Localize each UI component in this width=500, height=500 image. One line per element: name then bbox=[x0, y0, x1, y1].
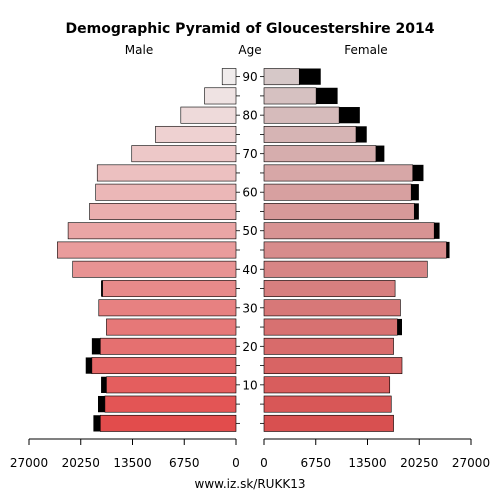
male-bar-15-19 bbox=[91, 357, 237, 375]
male-label: Male bbox=[125, 43, 153, 57]
age-tick-label: 50 bbox=[242, 224, 257, 238]
age-tick-label: 40 bbox=[242, 263, 257, 277]
male-bar-20-24 bbox=[100, 337, 237, 355]
x-tick-label-right: 13500 bbox=[348, 456, 386, 470]
x-tick-label-left: 20250 bbox=[62, 456, 100, 470]
male-bar-10-14 bbox=[106, 376, 237, 394]
age-tick-label: 20 bbox=[242, 340, 257, 354]
female-bar-dark-25-29 bbox=[397, 318, 402, 336]
female-bar-15-19 bbox=[263, 357, 403, 375]
male-bar-55-59 bbox=[89, 203, 237, 220]
female-bar-dark-45-49 bbox=[446, 241, 450, 259]
x-tick-label-left: 27000 bbox=[10, 456, 48, 470]
female-bar-35-39 bbox=[263, 280, 396, 297]
female-bar-dark-60-64 bbox=[411, 184, 419, 201]
male-bar-dark-0-4 bbox=[93, 415, 101, 432]
female-bar-80-84 bbox=[263, 106, 340, 124]
male-bar-dark-15-19 bbox=[85, 357, 92, 374]
female-bar-65-69 bbox=[263, 164, 414, 182]
male-bar-45-49 bbox=[57, 241, 237, 259]
female-bar-dark-50-54 bbox=[434, 222, 440, 239]
female-bar-dark-70-74 bbox=[375, 145, 385, 162]
female-bar-dark-65-69 bbox=[412, 164, 424, 182]
age-label: Age bbox=[238, 43, 261, 57]
x-tick-label-left: 6750 bbox=[169, 456, 200, 470]
x-tick-label-right: 0 bbox=[260, 456, 268, 470]
male-bar-0-4 bbox=[100, 414, 237, 432]
male-bar-30-34 bbox=[98, 299, 237, 317]
female-bar-10-14 bbox=[263, 376, 391, 394]
male-bar-85-89 bbox=[204, 87, 237, 105]
x-tick-label-right: 27000 bbox=[452, 456, 490, 470]
male-bar-dark-10-14 bbox=[101, 376, 107, 393]
male-bar-80-84 bbox=[180, 106, 237, 124]
x-axis-ticks: 0 0 6750 6750 13500 13500 20250 20250 27000 27000 bbox=[10, 439, 490, 470]
male-bar-5-9 bbox=[104, 395, 237, 413]
age-tick-label: 10 bbox=[242, 378, 257, 392]
female-bar-dark-80-84 bbox=[339, 107, 360, 124]
male-bar-50-54 bbox=[67, 222, 237, 240]
age-tick-label: 30 bbox=[242, 301, 257, 315]
female-bar-dark-55-59 bbox=[414, 203, 419, 220]
age-tick-label: 70 bbox=[242, 147, 257, 161]
male-bars bbox=[57, 68, 237, 432]
x-tick-label-right: 6750 bbox=[300, 456, 331, 470]
x-tick-label-left: 13500 bbox=[113, 456, 151, 470]
female-bar-60-64 bbox=[263, 183, 412, 201]
male-bar-65-69 bbox=[96, 164, 237, 182]
female-bar-90+ bbox=[263, 68, 300, 86]
male-bar-60-64 bbox=[95, 183, 237, 201]
male-bar-40-44 bbox=[72, 260, 237, 278]
female-bar-85-89 bbox=[263, 87, 317, 105]
female-bar-5-9 bbox=[263, 395, 392, 413]
female-bar-70-74 bbox=[263, 145, 377, 163]
chart-title: Demographic Pyramid of Gloucestershire 2… bbox=[66, 21, 435, 37]
female-bar-20-24 bbox=[263, 337, 394, 355]
x-tick-label-left: 0 bbox=[232, 456, 240, 470]
age-tick-label: 60 bbox=[242, 186, 257, 200]
female-bars bbox=[263, 68, 450, 432]
male-bar-70-74 bbox=[131, 145, 237, 163]
male-bar-dark-20-24 bbox=[91, 338, 101, 355]
male-bar-90+ bbox=[221, 68, 237, 86]
female-bar-40-44 bbox=[263, 260, 428, 278]
age-tick-label: 90 bbox=[242, 70, 257, 84]
female-bar-30-34 bbox=[263, 299, 401, 317]
female-bar-25-29 bbox=[263, 318, 398, 336]
female-bar-dark-85-89 bbox=[316, 87, 338, 105]
x-tick-label-right: 20250 bbox=[400, 456, 438, 470]
female-bar-50-54 bbox=[263, 222, 435, 240]
footer-source: www.iz.sk/RUKK13 bbox=[195, 477, 306, 491]
female-bar-0-4 bbox=[263, 414, 394, 432]
female-bar-75-79 bbox=[263, 125, 357, 143]
male-bar-25-29 bbox=[106, 318, 237, 336]
female-bar-dark-90+ bbox=[299, 68, 321, 85]
female-bar-55-59 bbox=[263, 203, 415, 220]
male-bar-dark-5-9 bbox=[98, 395, 105, 413]
female-label: Female bbox=[344, 43, 387, 57]
age-axis: 10 20 30 40 50 60 70 80 90 bbox=[236, 70, 264, 424]
male-bar-75-79 bbox=[155, 125, 237, 143]
male-bar-dark-35-39 bbox=[101, 280, 103, 297]
female-bar-45-49 bbox=[263, 241, 447, 259]
age-tick-label: 80 bbox=[242, 109, 257, 123]
male-bar-35-39 bbox=[102, 280, 237, 297]
female-bar-dark-75-79 bbox=[356, 126, 367, 143]
